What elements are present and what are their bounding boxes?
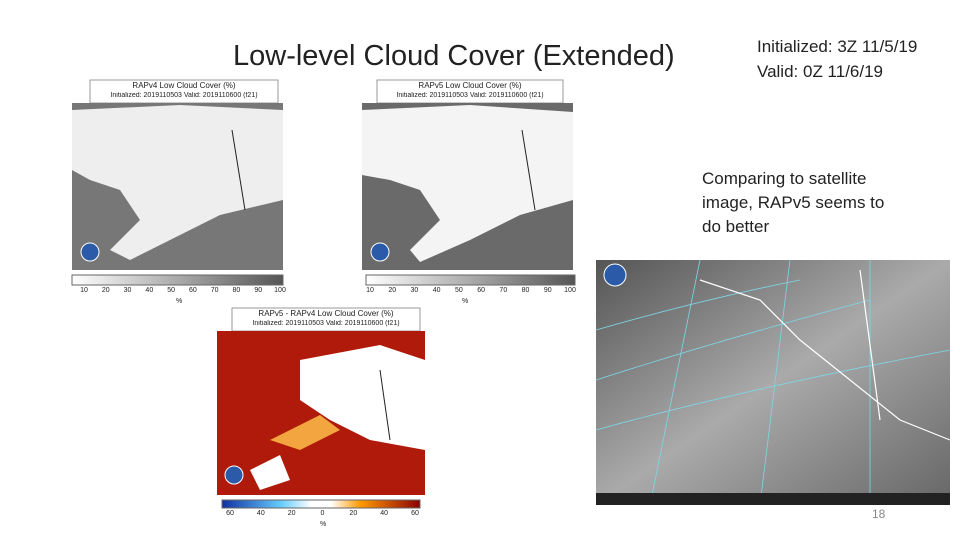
colorbar-tick-label: 70: [210, 287, 219, 294]
colorbar-tick-label: 0: [320, 510, 325, 517]
colorbar-tick-label: 90: [543, 287, 552, 294]
colorbar-tick-label: 20: [101, 287, 110, 294]
map-panel: [71, 79, 284, 286]
page-number: 18: [872, 507, 886, 521]
note: Comparing to satellite image, RAPv5 seem…: [702, 169, 885, 236]
colorbar-tick-label: 40: [256, 510, 265, 517]
satellite-image: [595, 259, 951, 506]
map-panel: [362, 79, 576, 286]
colorbar-tick-label: 50: [454, 287, 463, 294]
colorbar-tick-label: 70: [499, 287, 508, 294]
colorbar-tick-label: 30: [410, 287, 419, 294]
colorbar-tick-label: 80: [232, 287, 241, 294]
colorbar-tick-label: 40: [432, 287, 441, 294]
panel-subtitle: Initialized: 2019110503 Valid: 201911060…: [252, 320, 400, 327]
colorbar-unit: %: [320, 521, 327, 528]
colorbar-tick-label: 10: [80, 287, 88, 294]
colorbar-tick-label: 100: [564, 287, 576, 294]
colorbar-unit: %: [462, 298, 469, 305]
colorbar-tick-label: 50: [167, 287, 175, 294]
colorbar-tick-label: 20: [287, 510, 296, 517]
colorbar-unit: %: [176, 298, 183, 305]
info-line: Initialized: 3Z 11/5/19: [757, 37, 918, 56]
slide-title: Low-level Cloud Cover (Extended): [233, 40, 675, 72]
panel-title: RAPv5 Low Cloud Cover (%): [418, 81, 522, 90]
colorbar-tick-label: 60: [188, 287, 197, 294]
panel-subtitle: Initialized: 2019110503 Valid: 201911060…: [110, 92, 258, 99]
panel-subtitle: Initialized: 2019110503 Valid: 201911060…: [396, 92, 544, 99]
colorbar-tick-label: 60: [477, 287, 485, 294]
colorbar-tick-label: 40: [145, 287, 154, 294]
info-line: Valid: 0Z 11/6/19: [757, 62, 884, 81]
colorbar-tick-label: 30: [123, 287, 132, 294]
colorbar-tick-label: 40: [380, 510, 389, 517]
colorbar-tick-label: 90: [254, 287, 263, 294]
colorbar-tick-label: 100: [274, 287, 286, 294]
colorbar-tick-label: 10: [366, 287, 374, 294]
colorbar-tick-label: 80: [521, 287, 530, 294]
panel-title: RAPv4 Low Cloud Cover (%): [132, 81, 236, 90]
map-panel: [217, 307, 425, 509]
colorbar-tick-label: 60: [226, 510, 234, 517]
panel-title: RAPv5 - RAPv4 Low Cloud Cover (%): [258, 309, 394, 318]
colorbar-tick-label: 20: [349, 510, 358, 517]
colorbar-tick-label: 60: [411, 510, 419, 517]
colorbar-tick-label: 20: [388, 287, 397, 294]
